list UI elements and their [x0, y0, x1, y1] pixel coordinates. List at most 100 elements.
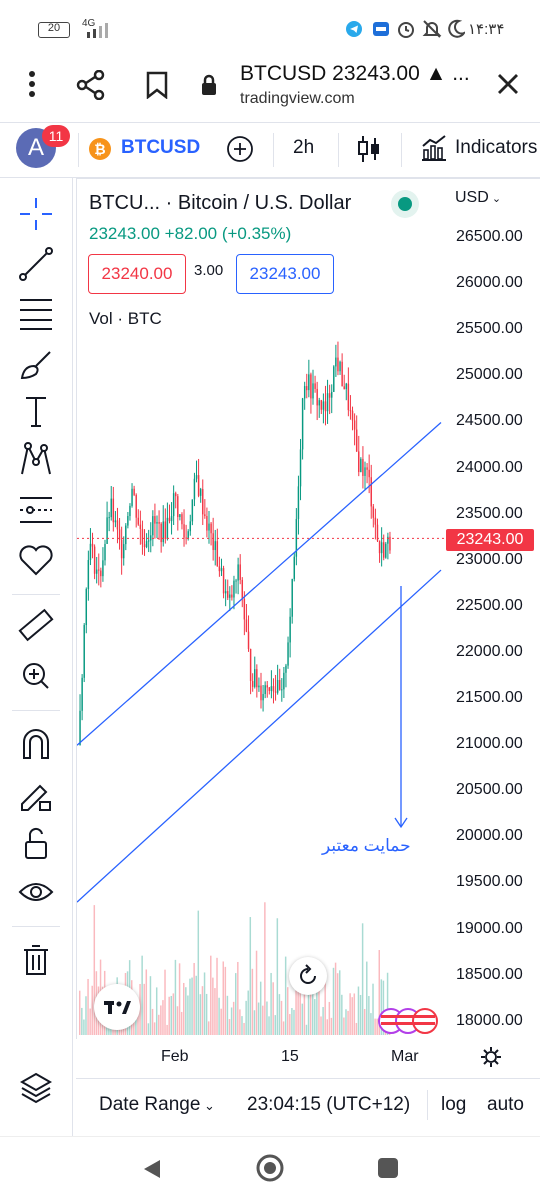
magnet-icon[interactable] — [14, 724, 58, 764]
layers-icon[interactable] — [14, 1068, 58, 1108]
candle — [314, 383, 316, 389]
channel-upper — [77, 421, 442, 746]
interval-button[interactable]: 2h — [293, 137, 315, 158]
pattern-icon[interactable] — [14, 440, 58, 480]
volume-bar — [255, 950, 258, 1035]
date-range-button[interactable]: Date Range ⌄ — [99, 1094, 215, 1115]
trend-line-icon[interactable] — [14, 244, 58, 284]
share-icon[interactable] — [76, 70, 106, 100]
brush-icon[interactable] — [14, 344, 58, 384]
candle — [335, 357, 337, 367]
candle — [243, 599, 246, 620]
volume-bar — [370, 1013, 372, 1035]
prediction-icon[interactable] — [14, 490, 58, 530]
volume-bar — [239, 1009, 241, 1035]
candle — [170, 516, 173, 522]
volume-bar — [195, 975, 197, 1035]
candle — [150, 535, 152, 541]
volume-bar — [368, 996, 370, 1035]
trash-icon[interactable] — [14, 940, 58, 980]
volume-bar — [141, 955, 143, 1035]
candle — [229, 594, 231, 598]
clock: ۱۴:۳۴ — [468, 21, 505, 38]
bookmark-icon[interactable] — [146, 71, 168, 99]
candle — [81, 677, 83, 711]
text-tool-icon[interactable] — [14, 392, 58, 432]
back-icon[interactable] — [140, 1157, 164, 1181]
close-icon[interactable] — [496, 72, 520, 96]
candle — [122, 544, 125, 559]
timezone-clock[interactable]: 23:04:15 (UTC+12) — [247, 1094, 411, 1115]
candle — [199, 489, 202, 496]
candle — [181, 514, 183, 525]
indicators-button[interactable]: Indicators — [455, 137, 538, 158]
candle — [360, 458, 362, 473]
currency-selector[interactable]: USD ⌄ — [455, 189, 502, 206]
more-vert-icon[interactable] — [22, 70, 42, 98]
candle — [276, 680, 279, 693]
y-tick: 24500.00 — [456, 412, 523, 430]
volume-bar — [324, 977, 326, 1035]
volume-bar — [230, 1007, 233, 1035]
lock-drawings-icon[interactable] — [14, 774, 58, 814]
volume-bar — [93, 905, 96, 1035]
legend-price: 23243.00 +82.00 (+0.35%) — [89, 224, 291, 244]
volume-bar — [185, 987, 187, 1035]
volume-bar — [268, 1016, 270, 1035]
auto-scale-toggle[interactable]: auto — [487, 1094, 524, 1115]
indicators-icon[interactable] — [420, 134, 448, 162]
settings-gear-icon[interactable] — [480, 1046, 502, 1068]
volume-bar — [81, 1007, 83, 1035]
volume-bar — [276, 918, 279, 1035]
candle — [274, 691, 277, 693]
recents-icon[interactable] — [377, 1157, 399, 1179]
symbol-search-button[interactable]: BTCUSD — [121, 137, 201, 158]
candle — [380, 542, 383, 554]
chart-pane[interactable] — [76, 178, 540, 1039]
candle — [197, 475, 200, 496]
events-icons[interactable] — [376, 1006, 442, 1036]
candle — [291, 578, 293, 617]
candles-chart-type-icon[interactable] — [356, 134, 382, 164]
sell-button[interactable]: 23240.00 — [88, 254, 186, 294]
reset-chart-button[interactable] — [289, 957, 327, 995]
zoom-in-icon[interactable] — [14, 656, 58, 696]
candle — [264, 685, 266, 695]
candle — [183, 524, 185, 538]
candle — [137, 517, 140, 525]
fib-retracement-icon[interactable] — [14, 294, 58, 334]
volume-bar — [168, 996, 170, 1035]
volume-bar — [257, 1002, 260, 1035]
x-tick: 15 — [281, 1048, 299, 1065]
ruler-icon[interactable] — [14, 606, 58, 646]
candle — [303, 386, 306, 399]
home-icon[interactable] — [255, 1153, 285, 1183]
candle — [251, 681, 254, 687]
unlock-icon[interactable] — [14, 824, 58, 864]
candle — [174, 493, 177, 497]
volume-bar — [143, 983, 145, 1035]
candle — [310, 374, 312, 399]
crosshair-icon[interactable] — [14, 194, 58, 234]
candle — [162, 521, 164, 543]
candle — [326, 393, 329, 412]
compare-plus-icon[interactable] — [226, 135, 254, 163]
price-chart[interactable] — [77, 179, 447, 1037]
support-arrow-head — [394, 817, 408, 829]
log-scale-toggle[interactable]: log — [441, 1094, 467, 1115]
candle — [324, 401, 327, 412]
heart-icon[interactable] — [14, 540, 58, 580]
volume-bar — [253, 1010, 256, 1035]
candle — [376, 524, 379, 541]
volume-bar — [218, 997, 220, 1035]
volume-bar — [160, 1005, 162, 1035]
volume-bar — [322, 1007, 324, 1035]
candle — [345, 383, 348, 390]
eye-icon[interactable] — [14, 872, 58, 912]
bitcoin-icon: ₿ — [89, 138, 111, 160]
volume-bar — [361, 923, 364, 1035]
candle — [239, 564, 241, 580]
buy-button[interactable]: 23243.00 — [236, 254, 334, 294]
volume-bar — [351, 997, 353, 1035]
x-tick: Feb — [161, 1048, 189, 1065]
